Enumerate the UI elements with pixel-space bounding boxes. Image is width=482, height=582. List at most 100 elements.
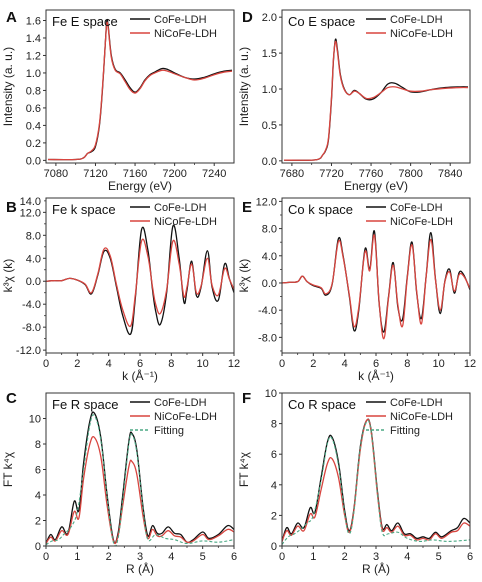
- panel-b: 0 2 4 6 8 10 12 -12.0 -8.0 -4.0 0.0 4.0 8.0 12.014.0 k…: [1, 196, 240, 383]
- y-tick-label: 0: [271, 541, 277, 553]
- y-tick-label: 0.2: [26, 138, 41, 150]
- y-tick-label: 0: [35, 541, 41, 553]
- legend-label: NiCoFe-LDH: [390, 216, 453, 228]
- x-tick-label: 4: [106, 358, 112, 370]
- y-tick-label: 2.0: [262, 12, 277, 24]
- series-line-nicofe-ldh: [47, 21, 233, 161]
- panel-title: Co E space: [288, 14, 355, 29]
- legend-label: CoFe-LDH: [390, 397, 443, 409]
- x-tick-label: 10: [433, 358, 445, 370]
- y-axis-label: Intensity (a. u.): [1, 47, 15, 126]
- panel-title: Fe k space: [52, 202, 116, 217]
- y-tick-label: 1.6: [26, 15, 41, 27]
- y-tick-label: 8: [271, 419, 277, 431]
- series-line-fitting: [282, 420, 470, 545]
- series-line-nicofe-ldh: [283, 40, 469, 161]
- legend-label: NiCoFe-LDH: [154, 216, 217, 228]
- y-tick-label: 12.0: [20, 207, 41, 219]
- panel-title: Fe E space: [52, 14, 118, 29]
- y-tick-label: 0.0: [26, 155, 41, 167]
- x-tick-label: 2: [106, 551, 112, 563]
- y-tick-label: 8.0: [262, 224, 277, 236]
- x-tick-label: 5: [436, 551, 442, 563]
- x-tick-label: 7200: [162, 168, 186, 180]
- y-axis-label: FT k⁴χ: [1, 451, 15, 487]
- y-tick-label: 0.0: [262, 278, 277, 290]
- x-tick-label: 2: [342, 551, 348, 563]
- x-tick-label: 7680: [280, 168, 304, 180]
- x-tick-label: 7840: [438, 168, 462, 180]
- y-tick-label: 8.0: [26, 230, 41, 242]
- y-tick-label: 0.5: [262, 120, 277, 132]
- panel-letter: A: [6, 9, 17, 26]
- y-tick-label: -8.0: [258, 332, 277, 344]
- legend-label: Fitting: [154, 425, 184, 437]
- y-axis-label: FT k⁴χ: [237, 451, 251, 487]
- panel-c: 0 1 2 3 4 5 6 0 2 4 6 8 10 R (Å) FT k⁴χ C Fe R space CoFe…: [1, 390, 237, 576]
- y-tick-label: 4: [271, 480, 277, 492]
- series-line-cofe-ldh: [283, 38, 469, 161]
- x-tick-label: 7160: [123, 168, 147, 180]
- series-line-fitting: [46, 414, 234, 546]
- y-tick-label: 4.0: [262, 251, 277, 263]
- panel-title: Co k space: [288, 202, 353, 217]
- x-tick-label: 2: [310, 358, 316, 370]
- legend-label: CoFe-LDH: [154, 202, 207, 214]
- x-tick-label: 8: [168, 358, 174, 370]
- x-tick-label: 6: [373, 358, 379, 370]
- x-tick-label: 7760: [359, 168, 383, 180]
- x-tick-label: 10: [197, 358, 209, 370]
- x-axis-label: k (Å⁻¹): [122, 368, 158, 383]
- y-tick-label: 1.4: [26, 33, 41, 45]
- y-tick-label: 14.0: [20, 196, 41, 208]
- x-axis-label: R (Å): [126, 561, 154, 576]
- y-tick-label: 2: [35, 516, 41, 528]
- series-line-nicofe-ldh: [282, 234, 470, 340]
- y-tick-label: -4.0: [22, 299, 41, 311]
- legend: CoFe-LDH NiCoFe-LDH: [130, 14, 217, 40]
- legend-label: NiCoFe-LDH: [154, 28, 217, 40]
- x-tick-label: 7800: [398, 168, 422, 180]
- x-tick-label: 4: [168, 551, 174, 563]
- legend: CoFe-LDH NiCoFe-LDH: [366, 202, 453, 228]
- x-tick-label: 7120: [83, 168, 107, 180]
- x-tick-label: 1: [310, 551, 316, 563]
- x-tick-label: 7240: [202, 168, 226, 180]
- panel-title: Fe R space: [52, 397, 118, 412]
- x-tick-label: 12: [464, 358, 476, 370]
- y-tick-label: 0.0: [262, 156, 277, 168]
- y-axis-label: k³χ (k): [237, 259, 251, 293]
- x-tick-label: 6: [467, 551, 473, 563]
- x-tick-label: 0: [43, 358, 49, 370]
- x-tick-label: 6: [231, 551, 237, 563]
- x-axis-label: Energy (eV): [344, 179, 408, 193]
- legend-label: CoFe-LDH: [390, 202, 443, 214]
- y-tick-label: 8: [35, 439, 41, 451]
- y-tick-label: -8.0: [22, 322, 41, 334]
- y-tick-label: 1.0: [26, 68, 41, 80]
- legend-label: Fitting: [390, 425, 420, 437]
- panel-letter: F: [242, 390, 251, 407]
- y-tick-label: 1.5: [262, 48, 277, 60]
- panel-letter: C: [6, 390, 17, 407]
- panel-e: 0 2 4 6 8 10 12 -8.0 -4.0 0.0 4.0 8.0 12.0 k (Å⁻¹) k³χ…: [237, 196, 476, 383]
- y-tick-label: 1.0: [262, 84, 277, 96]
- y-tick-label: 0.6: [26, 103, 41, 115]
- x-tick-label: 2: [74, 358, 80, 370]
- x-tick-label: 4: [342, 358, 348, 370]
- legend-label: NiCoFe-LDH: [154, 411, 217, 423]
- series-line-nicofe-ldh: [46, 238, 234, 328]
- axes-frame: [281, 9, 471, 164]
- y-tick-label: 10: [265, 388, 277, 400]
- x-tick-label: 4: [404, 551, 410, 563]
- y-tick-label: 6: [35, 465, 41, 477]
- x-tick-label: 0: [43, 551, 49, 563]
- y-tick-label: 2: [271, 510, 277, 522]
- legend-label: CoFe-LDH: [154, 397, 207, 409]
- legend: CoFe-LDH NiCoFe-LDH Fitting: [366, 397, 453, 437]
- panel-title: Co R space: [288, 397, 356, 412]
- x-tick-label: 0: [279, 551, 285, 563]
- y-tick-label: 0.0: [26, 276, 41, 288]
- series-line-nicofe-ldh: [46, 435, 234, 545]
